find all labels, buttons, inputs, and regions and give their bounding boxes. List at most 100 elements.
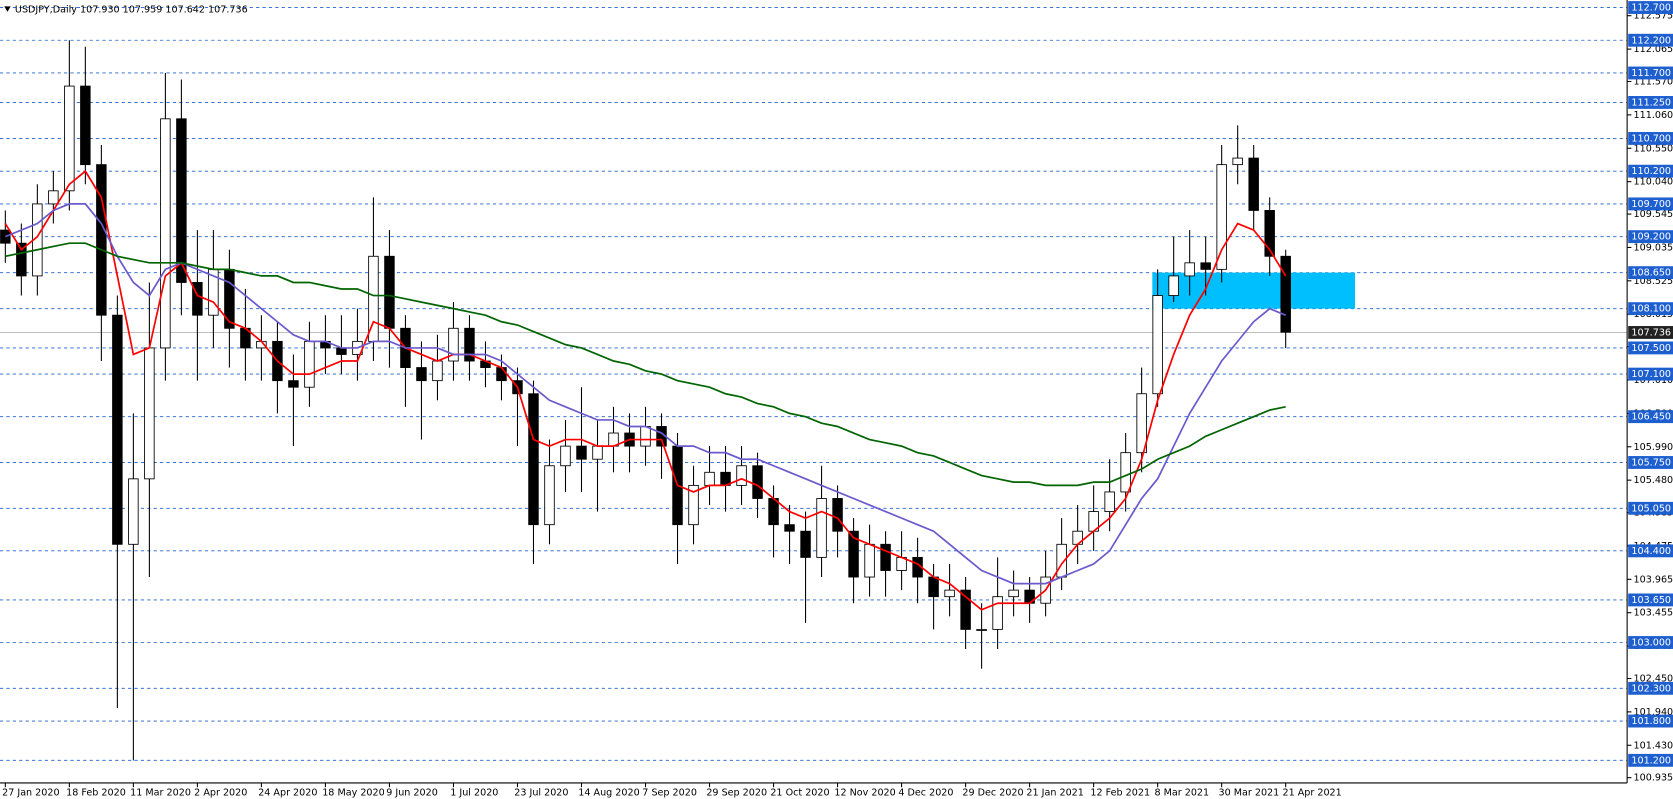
level-label: 112.700 — [1631, 3, 1671, 14]
level-label-box — [1628, 96, 1673, 109]
y-tick-label: 110.550 — [1634, 143, 1673, 154]
level-label: 105.750 — [1631, 457, 1671, 468]
x-tick-label: 8 Mar 2021 — [1154, 788, 1209, 799]
x-tick-label: 29 Sep 2020 — [706, 788, 767, 799]
candle-body — [448, 327, 459, 362]
grid — [0, 7, 1628, 761]
level-label-box — [1628, 197, 1673, 211]
level-label-box — [1628, 266, 1673, 280]
x-tick-label: 27 Jan 2020 — [2, 788, 59, 799]
candle-body — [800, 530, 811, 558]
level-label-box — [1628, 714, 1673, 728]
candle-body — [464, 327, 475, 362]
x-tick-label: 18 Feb 2020 — [66, 788, 126, 799]
candle-body — [784, 524, 795, 532]
candle-body — [144, 347, 155, 480]
level-label: 103.650 — [1631, 595, 1671, 606]
x-tick-label: 2 Apr 2020 — [194, 788, 247, 799]
y-tick-label: 105.990 — [1634, 442, 1673, 453]
candle-body — [640, 426, 651, 447]
y-tick-label: 102.450 — [1634, 673, 1673, 684]
candle-body — [560, 445, 571, 467]
level-label: 108.100 — [1631, 304, 1671, 315]
x-tick-label: 21 Oct 2020 — [770, 788, 829, 799]
y-tick-label: 111.060 — [1634, 110, 1673, 121]
x-tick-label: 9 Jun 2020 — [386, 788, 438, 799]
candle-body — [528, 393, 539, 526]
candle-body — [416, 367, 427, 382]
level-label: 104.400 — [1631, 546, 1671, 557]
candle-body — [944, 589, 955, 598]
candle-body — [1104, 491, 1115, 513]
candle-body — [224, 268, 235, 329]
x-tick-label: 4 Dec 2020 — [898, 788, 953, 799]
x-tick-label: 1 Jul 2020 — [450, 788, 498, 799]
x-tick-label: 21 Jan 2021 — [1026, 788, 1083, 799]
candle-body — [864, 543, 875, 578]
candle-body — [432, 360, 443, 382]
candle-body — [736, 465, 747, 486]
level-label: 111.700 — [1631, 68, 1671, 79]
level-label-box — [1628, 230, 1673, 244]
y-tick-label: 103.965 — [1634, 574, 1673, 585]
y-tick-label: 103.455 — [1634, 608, 1673, 619]
candle-body — [960, 589, 971, 630]
level-label-box — [1628, 456, 1673, 469]
candle-body — [64, 85, 75, 192]
level-label-box — [1628, 636, 1673, 649]
y-tick-label: 109.545 — [1634, 209, 1673, 220]
moving-average — [4, 169, 1287, 611]
level-label-box — [1628, 593, 1673, 607]
x-tick-label: 12 Feb 2021 — [1090, 788, 1150, 799]
y-tick-label: 101.430 — [1634, 740, 1673, 751]
level-label: 110.200 — [1631, 166, 1671, 177]
x-tick-label: 29 Dec 2020 — [962, 788, 1023, 799]
x-tick-label: 23 Jul 2020 — [514, 788, 568, 799]
candle-body — [1168, 275, 1179, 296]
level-label-box — [1628, 367, 1673, 381]
candle-body — [1232, 157, 1243, 166]
candle-body — [96, 164, 107, 316]
candle-body — [176, 118, 187, 283]
candle-body — [976, 628, 987, 631]
level-label-box — [1628, 164, 1673, 178]
candle-body — [336, 347, 347, 355]
y-tick-label: 100.935 — [1634, 773, 1673, 784]
x-tick-label: 30 Mar 2021 — [1218, 788, 1279, 799]
y-tick-label: 101.940 — [1634, 707, 1673, 718]
level-label: 110.700 — [1631, 133, 1671, 144]
level-label-box — [1628, 341, 1673, 355]
candle-body — [816, 498, 827, 558]
x-tick-label: 14 Aug 2020 — [578, 788, 639, 799]
level-label-box — [1628, 753, 1673, 767]
symbol-menu-icon[interactable] — [4, 6, 11, 12]
candle-body — [80, 85, 91, 166]
candle-body — [288, 380, 299, 388]
level-label: 103.000 — [1631, 637, 1671, 648]
y-tick-label: 105.480 — [1634, 475, 1673, 486]
level-label: 109.700 — [1631, 199, 1671, 210]
moving-average — [5, 242, 1286, 487]
level-label-box — [1628, 66, 1673, 80]
candle-body — [752, 465, 763, 499]
candle-body — [832, 498, 843, 532]
candle-body — [160, 118, 171, 349]
level-label-box — [1628, 544, 1673, 558]
y-tick-label: 110.040 — [1634, 177, 1673, 188]
last-price-label: 107.736 — [1631, 327, 1671, 338]
level-label: 111.250 — [1631, 97, 1671, 108]
level-label-box — [1628, 410, 1673, 424]
candle-body — [848, 530, 859, 578]
candle-body — [1216, 164, 1227, 270]
chart-header: USDJPY,Daily 107.930 107.959 107.642 107… — [15, 5, 248, 16]
y-tick-label: 111.570 — [1634, 76, 1673, 87]
level-label-box — [1628, 501, 1673, 515]
candle-body — [48, 190, 59, 205]
y-tick-label: 112.575 — [1634, 11, 1673, 22]
candle-body — [304, 340, 315, 388]
level-label-box — [1628, 681, 1673, 695]
candle-body — [1008, 589, 1019, 598]
